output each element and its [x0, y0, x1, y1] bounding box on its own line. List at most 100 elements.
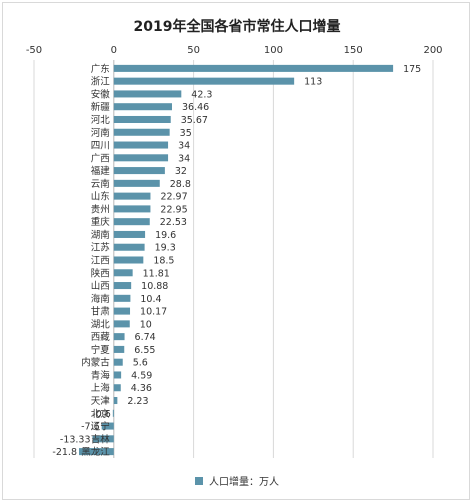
bar	[113, 103, 172, 111]
data-label: 22.95	[160, 204, 187, 215]
category-label: 江西	[91, 256, 110, 267]
data-label: 10.88	[141, 281, 168, 292]
category-label: 黑龙江	[81, 446, 110, 458]
bar	[113, 307, 131, 315]
category-label: 河南	[91, 127, 110, 139]
x-tick-label: 200	[423, 45, 442, 56]
bar	[113, 205, 151, 213]
category-label: 山东	[91, 191, 110, 203]
chart-title: 2019年全国各省市常住人口增量	[133, 19, 341, 35]
bar	[92, 435, 114, 443]
legend-label: 人口增量：万人	[209, 477, 279, 488]
data-label: 113	[304, 77, 322, 88]
data-label: -21.8	[52, 447, 77, 458]
bar	[113, 77, 295, 85]
data-label: 10.4	[140, 294, 161, 305]
legend-swatch	[195, 476, 203, 485]
data-label: 6.55	[134, 345, 155, 356]
bar	[113, 115, 171, 123]
x-tick-label: 50	[187, 45, 200, 56]
data-label: 2.23	[127, 396, 148, 407]
data-label: 11.81	[143, 268, 170, 279]
bar	[113, 294, 131, 302]
category-label: 新疆	[91, 101, 111, 113]
bar	[113, 384, 121, 392]
category-label: 海南	[91, 293, 110, 305]
bar	[113, 154, 169, 162]
category-label: 内蒙古	[81, 357, 110, 369]
category-label: 河北	[91, 114, 111, 126]
bar	[113, 397, 118, 405]
data-label: 32	[175, 166, 187, 177]
category-label: 宁夏	[91, 344, 111, 356]
bar	[113, 345, 125, 353]
category-label: 上海	[91, 382, 111, 394]
data-label: 34	[178, 153, 190, 164]
x-tick-label: 150	[344, 45, 363, 56]
data-label: 34	[178, 141, 190, 152]
category-label: 天津	[91, 396, 111, 407]
bar	[79, 448, 114, 456]
bar	[113, 282, 132, 290]
bar	[113, 256, 144, 264]
data-label: -13.33	[60, 434, 91, 445]
bar	[113, 269, 133, 277]
category-label: 云南	[91, 178, 110, 190]
data-label: 10	[140, 319, 152, 330]
x-tick-label: 0	[111, 45, 117, 56]
category-label: 吉林	[91, 433, 111, 445]
bar	[113, 230, 146, 238]
bar	[113, 218, 150, 226]
bar	[113, 333, 125, 341]
bar	[113, 358, 123, 366]
bar	[113, 320, 130, 328]
category-label: 贵州	[91, 203, 110, 215]
category-label: 广东	[91, 63, 110, 75]
bar	[112, 409, 114, 417]
data-label: 28.8	[170, 179, 191, 190]
x-tick-label: 100	[264, 45, 283, 56]
data-label: -7.6	[81, 422, 100, 433]
data-label: 4.59	[131, 370, 152, 381]
category-label: 青海	[91, 369, 111, 381]
data-label: 35	[180, 128, 192, 139]
x-tick-label: -50	[26, 45, 42, 56]
bar	[113, 192, 151, 200]
bar	[113, 179, 160, 187]
data-label: 18.5	[153, 256, 174, 267]
bar	[113, 64, 394, 72]
category-label: 广西	[91, 152, 110, 164]
data-label: 22.97	[160, 192, 187, 203]
category-label: 北京	[91, 408, 110, 420]
category-label: 江苏	[91, 242, 111, 254]
chart-frame	[2, 2, 470, 500]
category-label: 浙江	[91, 76, 111, 88]
data-label: 4.36	[131, 383, 152, 394]
data-label: 36.46	[182, 102, 209, 113]
data-label: 6.74	[135, 332, 156, 343]
data-label: 22.53	[160, 217, 187, 228]
category-label: 福建	[91, 165, 111, 177]
bar	[113, 141, 169, 149]
category-label: 山西	[91, 281, 110, 292]
category-label: 湖北	[91, 319, 111, 330]
category-label: 陕西	[91, 267, 110, 279]
bar	[113, 167, 165, 175]
bar	[113, 243, 145, 251]
data-label: 10.17	[140, 307, 167, 318]
data-label: 35.67	[181, 115, 208, 126]
category-label: 辽宁	[91, 421, 110, 433]
category-label: 湖南	[91, 229, 110, 241]
data-label: 19.3	[155, 243, 176, 254]
category-label: 重庆	[91, 216, 111, 228]
bar	[113, 128, 170, 136]
chart-legend: 人口增量：万人	[0, 473, 474, 488]
data-label: 175	[403, 64, 421, 75]
data-label: -0.6	[92, 409, 111, 420]
data-label: 19.6	[155, 230, 176, 241]
category-label: 西藏	[91, 331, 111, 343]
data-label: 42.3	[191, 89, 212, 100]
category-label: 安徽	[91, 88, 111, 100]
data-label: 5.6	[133, 358, 148, 369]
